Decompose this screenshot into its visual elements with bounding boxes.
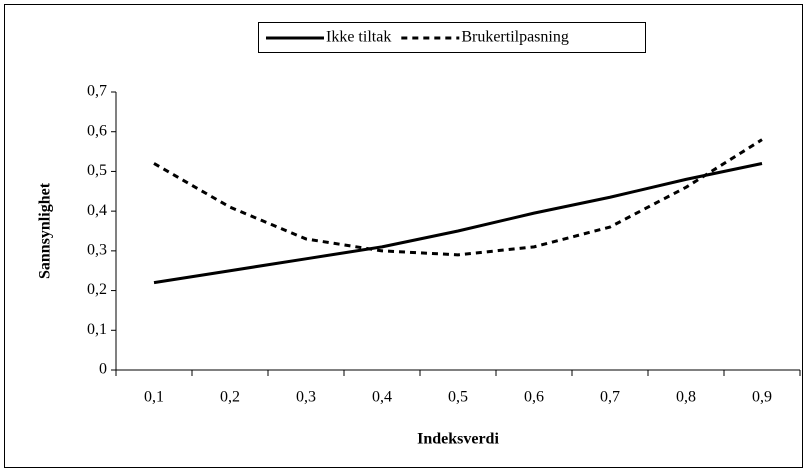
series-line <box>153 138 763 257</box>
x-tick-label: 0,4 <box>372 389 392 406</box>
x-tick-label: 0,9 <box>752 389 772 406</box>
y-tick-label: 0,6 <box>87 122 107 139</box>
legend-label: Ikke tiltak <box>326 29 391 46</box>
x-tick-label: 0,5 <box>448 389 468 406</box>
x-tick-label: 0,1 <box>144 389 164 406</box>
series-line <box>153 162 763 285</box>
legend-label: Brukertilpasning <box>461 29 569 46</box>
y-axis-label: Sannsynlighet <box>37 182 54 279</box>
y-tick-label: 0,1 <box>87 321 107 338</box>
y-tick-label: 0 <box>99 361 107 378</box>
x-axis-label: Indeksverdi <box>417 431 499 448</box>
x-tick-label: 0,2 <box>220 389 240 406</box>
x-tick-label: 0,3 <box>296 389 316 406</box>
x-tick-label: 0,6 <box>524 389 544 406</box>
x-tick-label: 0,8 <box>676 389 696 406</box>
x-tick-label: 0,7 <box>600 389 620 406</box>
y-tick-label: 0,4 <box>87 202 107 219</box>
y-tick-label: 0,2 <box>87 281 107 298</box>
y-tick-label: 0,5 <box>87 162 107 179</box>
chart-border <box>4 4 803 468</box>
y-tick-label: 0,3 <box>87 242 107 259</box>
y-tick-label: 0,7 <box>87 83 107 100</box>
